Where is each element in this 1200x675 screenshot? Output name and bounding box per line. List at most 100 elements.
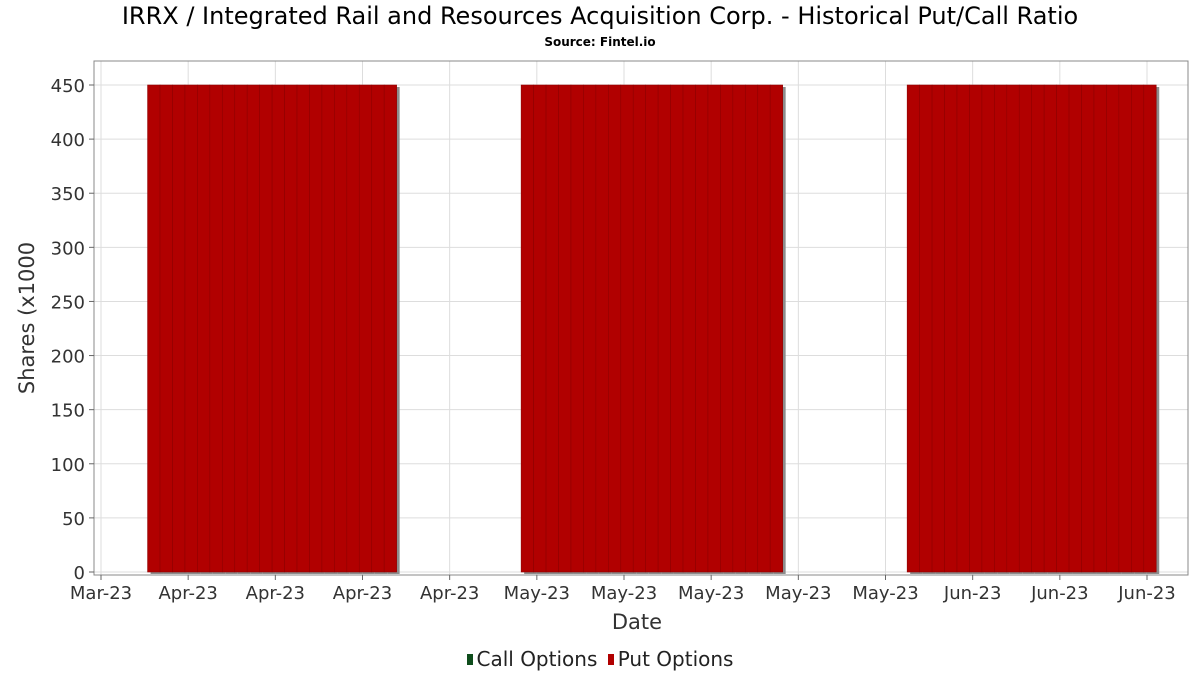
bar-put-options[interactable]: [906, 84, 920, 573]
bar-put-options[interactable]: [744, 84, 759, 573]
x-tick-label: May-23: [678, 583, 744, 604]
bar-put-options[interactable]: [371, 84, 385, 573]
bar-put-options[interactable]: [172, 84, 186, 573]
bar-put-options[interactable]: [259, 84, 273, 573]
bar-put-options[interactable]: [284, 84, 298, 573]
bar-put-options[interactable]: [1031, 84, 1045, 573]
x-tick-label: Jun-23: [943, 583, 1002, 604]
bar-put-options[interactable]: [682, 84, 696, 573]
bar-put-options[interactable]: [271, 84, 285, 573]
x-tick-label: May-23: [852, 583, 918, 604]
bar-put-options[interactable]: [1143, 84, 1157, 573]
bar-put-options[interactable]: [520, 84, 534, 573]
bar-put-options[interactable]: [632, 84, 646, 573]
x-tick-label: Jun-23: [1117, 583, 1176, 604]
bar-put-options[interactable]: [956, 84, 970, 573]
bar-put-options[interactable]: [533, 84, 547, 573]
x-tick-label: May-23: [504, 583, 570, 604]
bar-put-options[interactable]: [383, 84, 397, 573]
bar-put-options[interactable]: [732, 84, 746, 573]
y-tick-label: 0: [74, 563, 85, 584]
bar-put-options[interactable]: [695, 84, 709, 573]
bar-put-options[interactable]: [1131, 84, 1145, 573]
bar-put-options[interactable]: [309, 84, 323, 573]
bar-put-options[interactable]: [234, 84, 248, 573]
bar-put-options[interactable]: [657, 84, 671, 573]
x-tick-label: May-23: [765, 583, 831, 604]
y-tick-label: 250: [51, 292, 85, 313]
bar-put-options[interactable]: [757, 84, 771, 573]
x-tick-label: Apr-23: [246, 583, 305, 604]
y-tick-label: 150: [51, 401, 85, 422]
y-tick-label: 300: [51, 238, 85, 259]
bar-put-options[interactable]: [1081, 84, 1095, 573]
bar-put-options[interactable]: [1043, 84, 1057, 573]
legend-label-call: Call Options: [476, 647, 598, 671]
y-tick-label: 100: [51, 455, 85, 476]
bar-put-options[interactable]: [1068, 84, 1082, 573]
bar-put-options[interactable]: [147, 84, 161, 573]
bar-put-options[interactable]: [321, 84, 335, 573]
x-tick-label: Jun-23: [1030, 583, 1089, 604]
bar-put-options[interactable]: [620, 84, 634, 573]
bar-put-options[interactable]: [670, 84, 684, 573]
bar-put-options[interactable]: [296, 84, 310, 573]
y-tick-label: 450: [51, 76, 85, 97]
bar-put-options[interactable]: [919, 84, 933, 573]
y-tick-label: 200: [51, 347, 85, 368]
y-tick-label: 50: [62, 509, 85, 530]
bar-put-options[interactable]: [1018, 84, 1033, 573]
legend-swatch-call: [466, 654, 473, 665]
chart-title: IRRX / Integrated Rail and Resources Acq…: [121, 2, 1079, 30]
bar-put-options[interactable]: [159, 84, 173, 573]
bar-put-options[interactable]: [184, 84, 198, 573]
bar-put-options[interactable]: [583, 84, 597, 573]
bar-put-options[interactable]: [197, 84, 211, 573]
bar-put-options[interactable]: [944, 84, 958, 573]
bar-put-options[interactable]: [346, 84, 360, 573]
x-axis-label: Date: [612, 610, 662, 634]
bar-put-options[interactable]: [1118, 84, 1132, 573]
bar-put-options[interactable]: [769, 84, 783, 573]
x-tick-label: Mar-23: [70, 583, 132, 604]
bar-put-options[interactable]: [209, 84, 223, 573]
legend-swatch-put: [607, 654, 614, 665]
y-axis-ticks: 0 50 100 150 200 250 300 350 400 450: [51, 76, 94, 584]
y-tick-label: 350: [51, 184, 85, 205]
bar-put-options[interactable]: [246, 84, 260, 573]
bar-put-options[interactable]: [720, 84, 734, 573]
y-tick-label: 400: [51, 130, 85, 151]
bar-put-options[interactable]: [1006, 84, 1020, 573]
legend-item-call[interactable]: Call Options: [466, 647, 598, 671]
bar-put-options[interactable]: [1106, 84, 1120, 573]
bar-put-options[interactable]: [969, 84, 983, 573]
bar-put-options[interactable]: [994, 84, 1008, 573]
chart-subtitle: Source: Fintel.io: [544, 35, 656, 49]
x-tick-label: Apr-23: [420, 583, 479, 604]
plot-area-border: [93, 60, 1189, 576]
x-tick-label: May-23: [591, 583, 657, 604]
bar-put-options[interactable]: [558, 84, 572, 573]
x-axis-ticks: Mar-23 Apr-23 Apr-23 Apr-23 Apr-23 May-23 May-…: [70, 575, 1176, 604]
bar-put-options[interactable]: [981, 84, 995, 573]
bar-put-options[interactable]: [358, 84, 373, 573]
x-tick-label: Apr-23: [158, 583, 217, 604]
legend-label-put: Put Options: [617, 647, 734, 671]
bar-put-options[interactable]: [221, 84, 236, 573]
y-axis-label: Shares (x1000: [15, 242, 39, 394]
bar-put-options[interactable]: [608, 84, 622, 573]
bar-series-put-options: [147, 84, 1160, 574]
chart-legend: Call Options Put Options: [0, 647, 1200, 671]
bar-put-options[interactable]: [645, 84, 659, 573]
bar-put-options[interactable]: [1093, 84, 1107, 573]
bar-put-options[interactable]: [570, 84, 584, 573]
bar-put-options[interactable]: [334, 84, 348, 573]
bar-put-options[interactable]: [931, 84, 945, 573]
legend-item-put[interactable]: Put Options: [607, 647, 734, 671]
bar-put-options[interactable]: [545, 84, 559, 573]
bar-put-options[interactable]: [707, 84, 721, 573]
bar-put-options[interactable]: [595, 84, 609, 573]
x-tick-label: Apr-23: [333, 583, 392, 604]
bar-put-options[interactable]: [1056, 84, 1070, 573]
